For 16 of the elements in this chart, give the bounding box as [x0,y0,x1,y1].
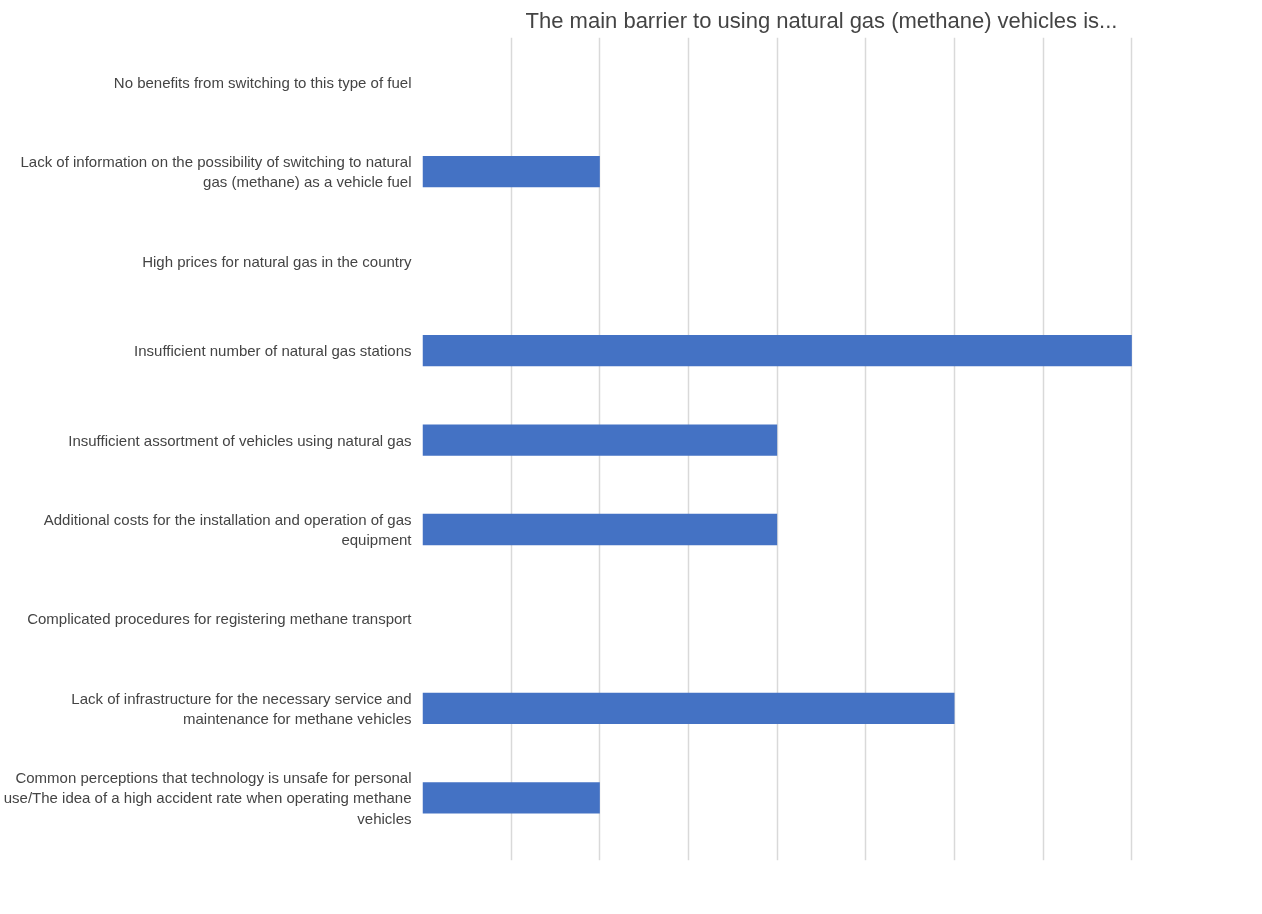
y-tick-label: Common perceptions that technology is unsafe for personal use/The idea of a high accident rate when operating methane vehicles [3,768,412,827]
y-tick-label: Lack of infrastructure for the necessary service and maintenance for methane vehicles [71,689,412,728]
chart-title: The main barrier to using natural gas (methane) vehicles is... [525,7,1118,33]
y-tick-label: Insufficient number of natural gas stations [134,342,412,360]
bar [422,334,1132,367]
bar [422,156,600,188]
y-tick-label: Complicated procedures for registering methane transport [27,610,413,628]
y-tick-label: Additional costs for the installation and operation of gas equipment [43,510,413,549]
y-tick-label: Lack of information on the possibility of switching to natural gas (methane) as a vehicle fuel [20,152,412,191]
y-tick-label: High prices for natural gas in the country [142,252,412,270]
bar [422,513,778,546]
y-tick-label: Insufficient assortment of vehicles using natural gas [68,431,412,449]
bar [422,424,778,456]
bar [422,782,600,814]
y-tick-label: No benefits from switching to this type of fuel [113,73,412,91]
bar [422,692,955,725]
